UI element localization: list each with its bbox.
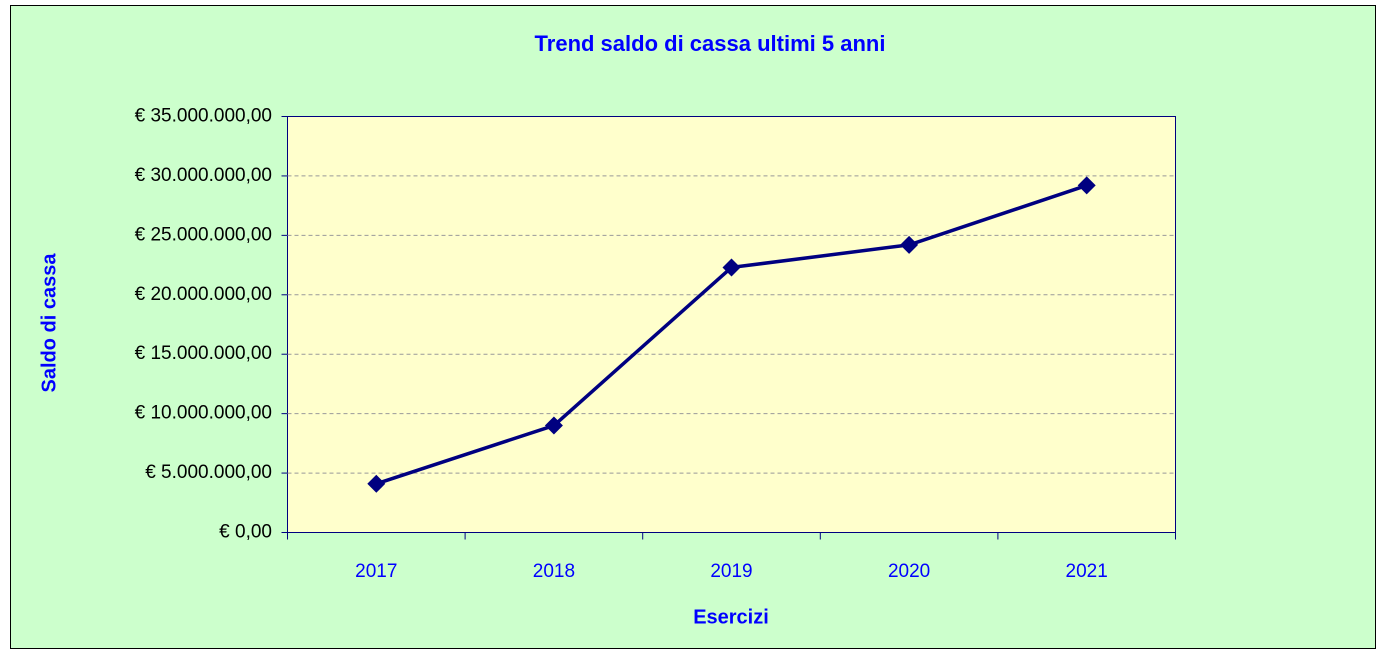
- y-tick-label: € 25.000.000,00: [135, 224, 272, 245]
- x-tick-label: 2017: [355, 561, 397, 582]
- y-tick-label: € 20.000.000,00: [135, 284, 272, 305]
- y-tick-label: € 5.000.000,00: [145, 462, 272, 483]
- y-tick-label: € 30.000.000,00: [135, 165, 272, 186]
- x-tick-label: 2020: [888, 561, 930, 582]
- y-tick-label: € 0,00: [219, 522, 272, 543]
- y-tick-label: € 10.000.000,00: [135, 403, 272, 424]
- marker: [544, 416, 563, 435]
- chart-title: Trend saldo di cassa ultimi 5 anni: [535, 31, 886, 56]
- y-axis-title: Saldo di cassa: [38, 253, 60, 393]
- x-tick-label: 2021: [1066, 561, 1108, 582]
- y-tick-label: € 35.000.000,00: [135, 106, 272, 127]
- marker: [367, 474, 386, 493]
- marker: [722, 258, 741, 277]
- marker: [1077, 176, 1096, 195]
- x-tick-label: 2019: [710, 561, 752, 582]
- y-tick-label: € 15.000.000,00: [135, 343, 272, 364]
- x-axis-title: Esercizi: [693, 606, 769, 628]
- x-tick-label: 2018: [533, 561, 575, 582]
- marker: [900, 235, 919, 254]
